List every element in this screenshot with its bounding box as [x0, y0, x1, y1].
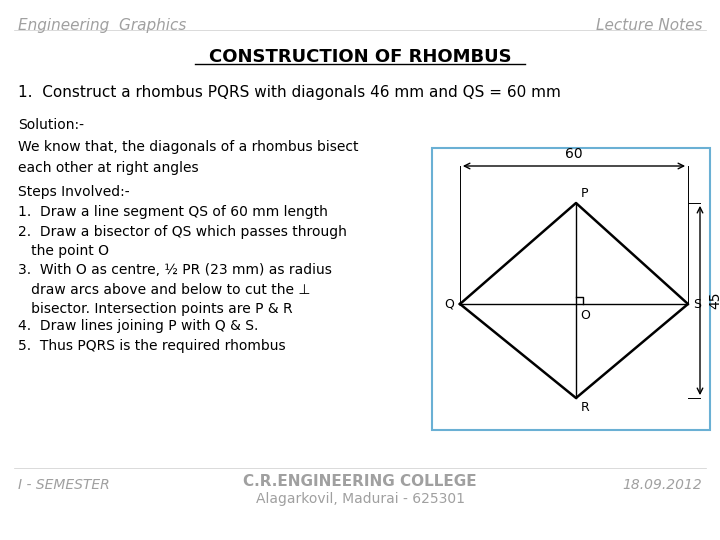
Text: S: S — [693, 298, 701, 310]
Text: 1.  Construct a rhombus PQRS with diagonals 46 mm and QS = 60 mm: 1. Construct a rhombus PQRS with diagona… — [18, 85, 561, 100]
Text: R: R — [581, 401, 590, 414]
Text: O: O — [580, 309, 590, 322]
Text: We know that, the diagonals of a rhombus bisect
each other at right angles: We know that, the diagonals of a rhombus… — [18, 140, 359, 174]
Text: Q: Q — [444, 298, 454, 310]
Text: 4.  Draw lines joining P with Q & S.: 4. Draw lines joining P with Q & S. — [18, 319, 258, 333]
Text: Steps Involved:-: Steps Involved:- — [18, 185, 130, 199]
Text: Alagarkovil, Madurai - 625301: Alagarkovil, Madurai - 625301 — [256, 492, 464, 506]
Text: C.R.ENGINEERING COLLEGE: C.R.ENGINEERING COLLEGE — [243, 474, 477, 489]
Text: 1.  Draw a line segment QS of 60 mm length: 1. Draw a line segment QS of 60 mm lengt… — [18, 205, 328, 219]
Text: 3.  With O as centre, ½ PR (23 mm) as radius
   draw arcs above and below to cut: 3. With O as centre, ½ PR (23 mm) as rad… — [18, 263, 332, 316]
Text: CONSTRUCTION OF RHOMBUS: CONSTRUCTION OF RHOMBUS — [209, 48, 511, 66]
Text: I - SEMESTER: I - SEMESTER — [18, 478, 109, 492]
Text: 2.  Draw a bisector of QS which passes through
   the point O: 2. Draw a bisector of QS which passes th… — [18, 225, 347, 259]
Text: Lecture Notes: Lecture Notes — [595, 18, 702, 33]
Text: P: P — [581, 187, 588, 200]
Text: Solution:-: Solution:- — [18, 118, 84, 132]
Text: Engineering  Graphics: Engineering Graphics — [18, 18, 186, 33]
Text: 45: 45 — [708, 292, 720, 309]
Text: 5.  Thus PQRS is the required rhombus: 5. Thus PQRS is the required rhombus — [18, 339, 286, 353]
Bar — [432, 148, 710, 430]
Text: 18.09.2012: 18.09.2012 — [622, 478, 702, 492]
Text: 60: 60 — [565, 147, 582, 161]
